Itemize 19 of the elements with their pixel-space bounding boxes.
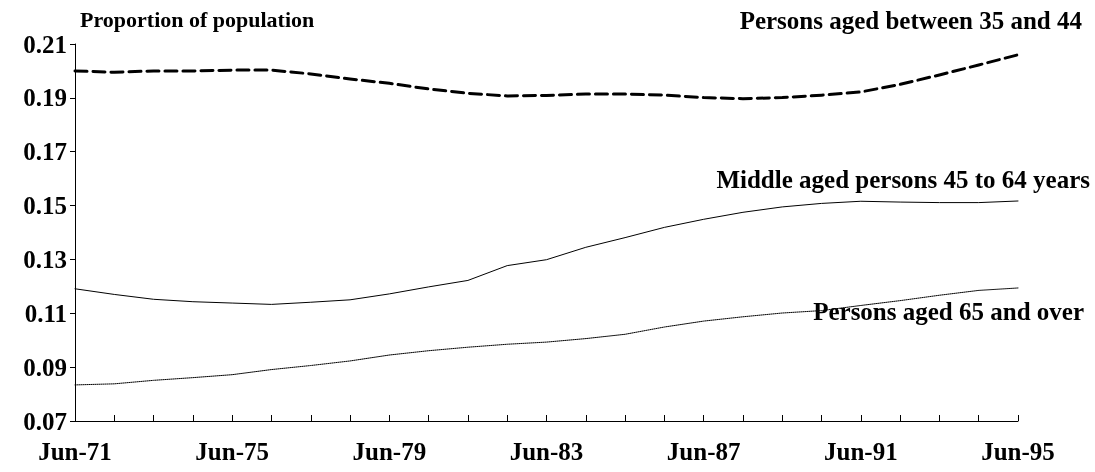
y-tick-label: 0.21	[23, 30, 67, 58]
x-tick-label: Jun-87	[666, 438, 741, 465]
y-tick-label: 0.19	[23, 84, 67, 112]
y-tick-label: 0.07	[23, 407, 67, 435]
x-tick-label: Jun-71	[38, 438, 112, 465]
x-tick-label: Jun-95	[981, 438, 1055, 465]
y-axis-title: Proportion of population	[80, 6, 315, 32]
x-tick-label: Jun-79	[352, 438, 427, 465]
y-tick-label: 0.11	[24, 299, 67, 327]
series-label: Persons aged 65 and over	[813, 298, 1084, 326]
series-label: Middle aged persons 45 to 64 years	[716, 166, 1091, 194]
x-tick-label: Jun-91	[824, 438, 898, 465]
y-tick-label: 0.13	[23, 245, 67, 273]
y-tick-label: 0.15	[23, 192, 67, 220]
x-tick-label: Jun-83	[509, 438, 584, 465]
y-tick-label: 0.09	[23, 353, 67, 381]
y-tick-label: 0.17	[23, 138, 67, 166]
text: Persons aged between 35 and 44	[739, 7, 1083, 35]
x-tick-label: Jun-75	[195, 438, 269, 465]
